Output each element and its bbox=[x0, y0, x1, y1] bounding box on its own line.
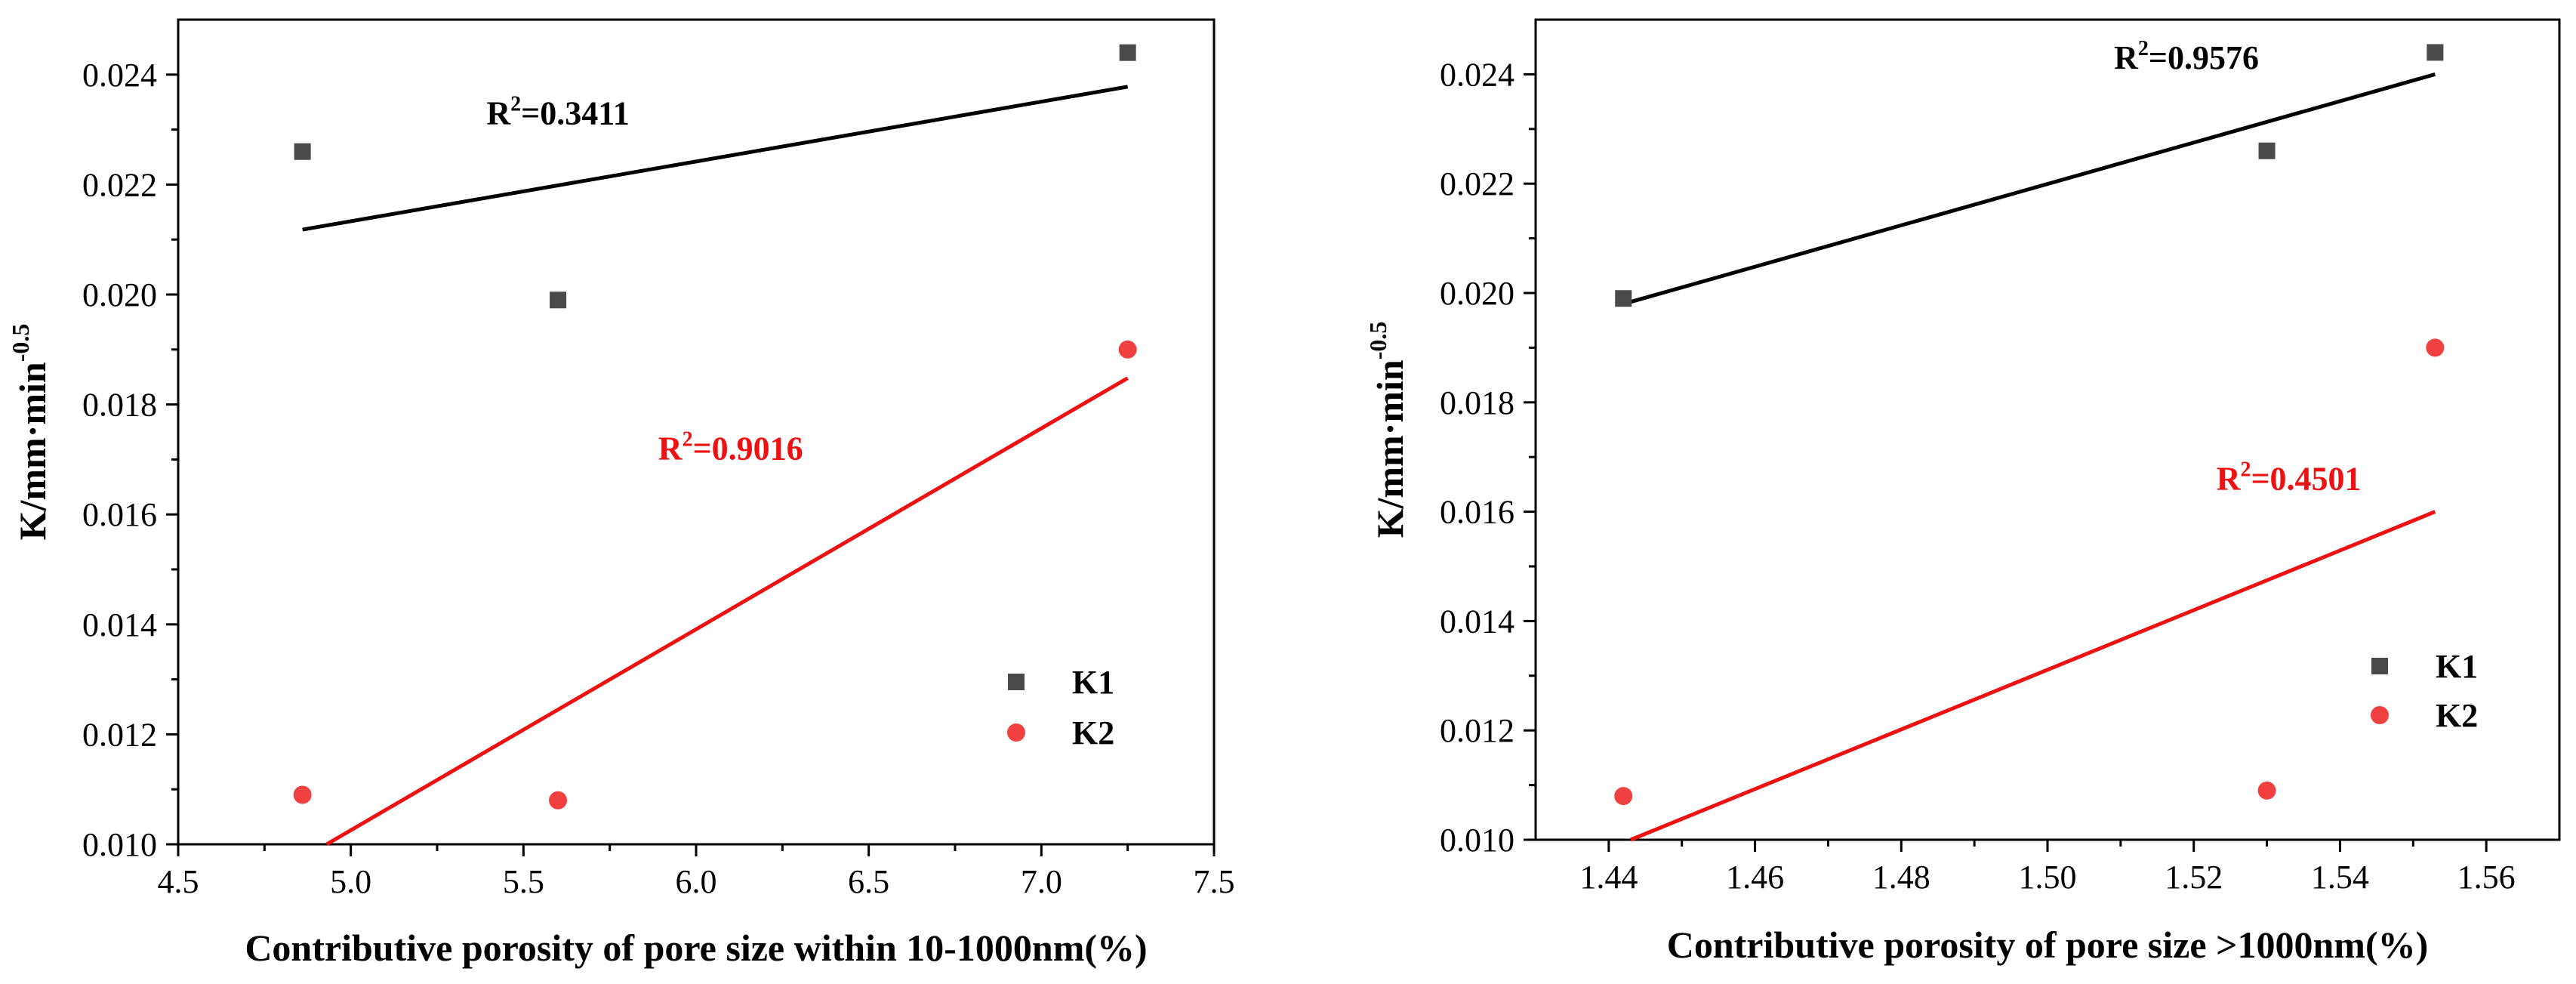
y-axis-title: K/mm·min-0.5 bbox=[7, 324, 54, 541]
y-tick-label: 0.024 bbox=[1440, 56, 1514, 93]
y-tick-label: 0.018 bbox=[1440, 384, 1514, 421]
r-squared-base: R bbox=[486, 94, 511, 131]
fit-line-k1 bbox=[302, 85, 1129, 232]
y-tick-label: 0.016 bbox=[1440, 494, 1514, 531]
data-point-k2 bbox=[549, 791, 568, 810]
y-tick-label: 0.022 bbox=[1440, 165, 1514, 202]
chart-panel-1: 4.5 5.0 5.5 6.0 6.5 7.0 7.5 0.010 0.012 0.014 0.01… bbox=[7, 18, 1235, 969]
data-point-k1 bbox=[2258, 142, 2276, 159]
x-tick-label: 4.5 bbox=[158, 863, 199, 900]
y-tick-label: 0.012 bbox=[82, 716, 157, 753]
y-tick-label: 0.022 bbox=[82, 166, 157, 203]
data-point-k1 bbox=[1615, 290, 1632, 307]
legend-label-k1: K1 bbox=[1072, 664, 1114, 701]
r-squared-base: R bbox=[2217, 461, 2242, 498]
plot-frame bbox=[1534, 18, 2561, 841]
legend-label-k1: K1 bbox=[2436, 648, 2478, 685]
legend-label-k2: K2 bbox=[2436, 697, 2478, 734]
y-axis-title-exponent: -0.5 bbox=[1364, 322, 1391, 360]
legend-marker-k1 bbox=[2371, 658, 2388, 674]
y-axis-title-exponent: -0.5 bbox=[7, 324, 34, 362]
x-tick-label: 6.0 bbox=[676, 863, 717, 900]
data-point-k2 bbox=[1118, 340, 1137, 359]
data-point-k1 bbox=[550, 291, 567, 309]
r-squared-label-k1: R2=0.9576 bbox=[2114, 37, 2259, 76]
r-squared-label-k1: R2=0.3411 bbox=[486, 92, 629, 131]
y-tick-label: 0.016 bbox=[82, 496, 157, 533]
x-tick-label: 6.5 bbox=[848, 863, 889, 900]
x-tick-label: 1.56 bbox=[2457, 859, 2516, 896]
data-point-k2 bbox=[2426, 338, 2445, 357]
r-squared-value: =0.9016 bbox=[693, 430, 803, 467]
data-point-k2 bbox=[2257, 781, 2276, 800]
r-squared-value: =0.3411 bbox=[521, 94, 630, 131]
data-point-k2 bbox=[293, 785, 312, 804]
r-squared-value: =0.9576 bbox=[2149, 39, 2259, 76]
x-tick-label: 5.5 bbox=[503, 863, 544, 900]
y-tick-label: 0.010 bbox=[82, 826, 157, 863]
legend-marker-k1 bbox=[1008, 674, 1025, 690]
x-axis-title: Contributive porosity of pore size withi… bbox=[245, 927, 1147, 969]
r-squared-superscript: 2 bbox=[2240, 458, 2251, 482]
r-squared-label-k2: R2=0.4501 bbox=[2217, 458, 2362, 498]
data-point-k1 bbox=[294, 143, 311, 160]
x-tick-label: 7.0 bbox=[1021, 863, 1062, 900]
r-squared-base: R bbox=[2114, 39, 2139, 76]
y-axis-title: K/mm·min-0.5 bbox=[1364, 322, 1411, 538]
x-tick-label: 1.52 bbox=[2165, 859, 2223, 896]
data-point-k2 bbox=[1614, 787, 1633, 806]
fit-line-k1 bbox=[1622, 72, 2436, 306]
r-squared-base: R bbox=[658, 430, 683, 467]
x-tick-label: 1.46 bbox=[1726, 859, 1784, 896]
x-tick-label: 1.54 bbox=[2311, 859, 2369, 896]
r-squared-superscript: 2 bbox=[683, 427, 693, 451]
x-tick-label: 5.0 bbox=[330, 863, 371, 900]
fit-line-k2 bbox=[325, 376, 1129, 847]
y-tick-label: 0.010 bbox=[1440, 822, 1514, 859]
y-axis-title-base: K/mm·min bbox=[11, 362, 54, 540]
x-tick-label: 1.44 bbox=[1579, 859, 1638, 896]
r-squared-superscript: 2 bbox=[510, 92, 521, 116]
y-tick-label: 0.020 bbox=[1440, 275, 1514, 312]
x-tick-label: 7.5 bbox=[1194, 863, 1235, 900]
legend-marker-k2 bbox=[1007, 723, 1025, 742]
y-tick-label: 0.018 bbox=[82, 387, 157, 424]
x-tick-label: 1.48 bbox=[1872, 859, 1930, 896]
r-squared-superscript: 2 bbox=[2138, 37, 2149, 60]
y-tick-label: 0.012 bbox=[1440, 712, 1514, 749]
r-squared-value: =0.4501 bbox=[2251, 461, 2361, 498]
y-tick-label: 0.020 bbox=[82, 276, 157, 313]
fit-line-k2 bbox=[1629, 510, 2436, 842]
x-axis-title: Contributive porosity of pore size >1000… bbox=[1667, 924, 2429, 966]
x-tick-label: 1.50 bbox=[2019, 859, 2077, 896]
y-tick-label: 0.014 bbox=[1440, 603, 1514, 640]
legend-label-k2: K2 bbox=[1072, 714, 1114, 751]
data-point-k1 bbox=[1119, 44, 1136, 61]
legend-marker-k2 bbox=[2371, 706, 2389, 724]
chart-panel-2: 1.44 1.46 1.48 1.50 1.52 1.54 1.56 0.010 0.012 0.… bbox=[1364, 18, 2561, 966]
y-tick-label: 0.024 bbox=[82, 57, 157, 94]
data-point-k1 bbox=[2427, 44, 2444, 61]
y-axis-title-base: K/mm·min bbox=[1369, 359, 1411, 538]
y-tick-label: 0.014 bbox=[82, 606, 157, 643]
r-squared-label-k2: R2=0.9016 bbox=[658, 427, 803, 467]
